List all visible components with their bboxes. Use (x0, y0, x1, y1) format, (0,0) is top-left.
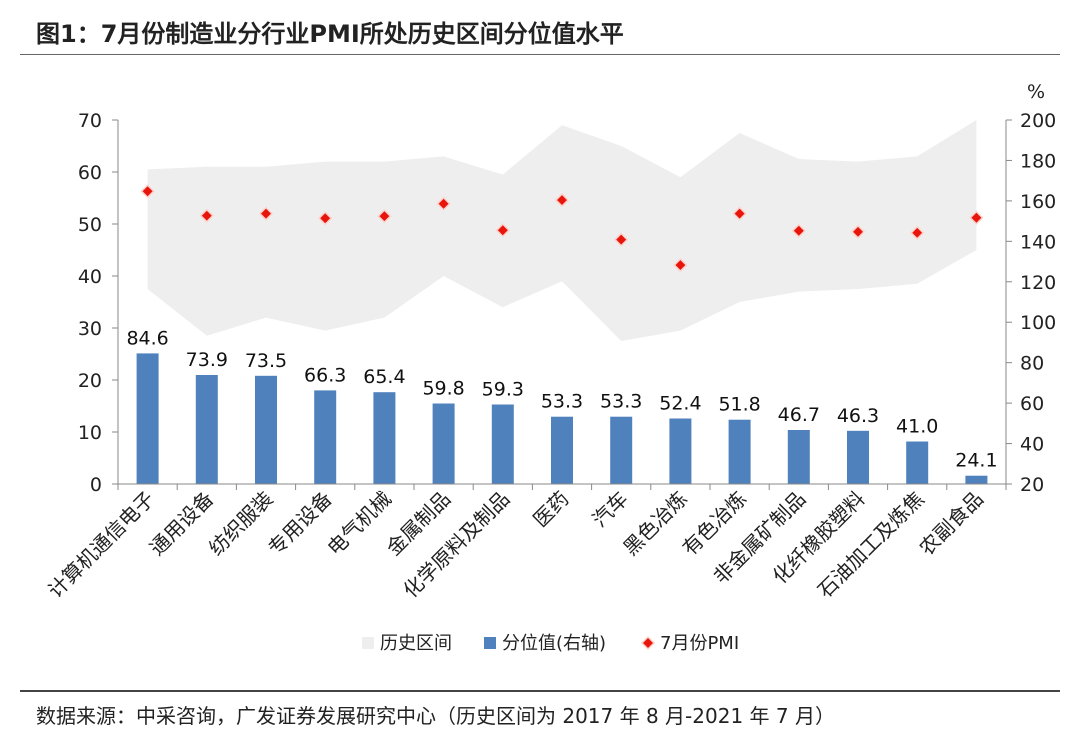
pmi-marker (910, 225, 925, 240)
percentile-bar (255, 375, 277, 484)
pmi-marker (791, 223, 806, 238)
bar-value-label: 24.1 (955, 450, 997, 472)
percentile-bar (373, 392, 396, 484)
pmi-percentile-chart: 0 10 20 30 40 50 60 70 20 40 60 80 100 120 140 160 180 20… (43, 81, 1056, 654)
percentile-bar (847, 430, 869, 484)
category-label: 专用设备 (263, 487, 337, 561)
legend-swatch-pmi (640, 635, 656, 651)
percentile-bar (787, 430, 810, 484)
history-range-layer (147, 120, 977, 341)
bar-value-label: 52.4 (659, 393, 701, 415)
pmi-marker (495, 223, 510, 238)
percentile-bar (432, 403, 455, 484)
percentile-bar (136, 353, 159, 484)
category-label: 医药 (528, 487, 573, 532)
pmi-marker (673, 258, 688, 273)
left-tick-label: 50 (78, 214, 102, 236)
bar-value-label: 84.6 (126, 327, 168, 349)
category-label: 汽车 (587, 487, 632, 532)
bar-value-label: 46.3 (837, 405, 879, 427)
right-tick-label: 40 (1020, 434, 1044, 456)
chart-title: 图1：7月份制造业分行业PMI所处历史区间分位值水平 (36, 20, 624, 48)
right-axis-unit: % (1027, 81, 1045, 103)
title-divider (20, 54, 1060, 55)
right-tick-label: 180 (1020, 150, 1056, 172)
legend-label-bar: 分位值(右轴) (502, 633, 606, 654)
percentile-bar-layer (136, 353, 988, 484)
category-label: 黑色冶炼 (618, 487, 692, 561)
right-tick-label: 100 (1020, 312, 1056, 334)
bar-value-label: 59.3 (482, 379, 524, 401)
pmi-marker (732, 206, 747, 221)
data-label-layer: 84.6 73.9 73.5 66.3 65.4 59.8 59.3 53.3 53.3 52.4… (126, 327, 997, 471)
left-tick-label: 40 (78, 266, 102, 288)
category-label: 化学原料及制品 (398, 487, 514, 603)
category-label: 计算机通信电子 (43, 487, 159, 603)
percentile-bar (195, 375, 218, 484)
left-tick-label: 60 (78, 162, 102, 184)
legend-swatch-range (362, 637, 374, 649)
percentile-bar (551, 416, 573, 484)
bar-value-label: 51.8 (718, 394, 760, 416)
pmi-marker (258, 206, 274, 221)
pmi-marker (377, 209, 392, 224)
category-label: 农副食品 (914, 487, 988, 561)
category-label: 纺织服装 (204, 487, 278, 561)
legend-label-range: 历史区间 (380, 633, 452, 654)
bar-value-label: 53.3 (541, 391, 583, 413)
pmi-marker (969, 210, 984, 225)
percentile-bar (491, 404, 514, 484)
bar-value-label: 46.7 (778, 404, 820, 426)
category-label: 石油加工及炼焦 (813, 487, 929, 603)
bar-value-label: 59.8 (422, 378, 464, 400)
pmi-marker (436, 196, 451, 211)
bar-value-label: 73.9 (186, 349, 228, 371)
pmi-marker (199, 208, 214, 223)
pmi-marker (554, 193, 570, 208)
right-tick-label: 80 (1020, 353, 1044, 375)
percentile-bar (906, 441, 929, 484)
bar-value-label: 73.5 (245, 350, 287, 372)
bar-value-label: 65.4 (363, 366, 405, 388)
bar-value-label: 53.3 (600, 391, 642, 413)
percentile-bar (728, 419, 751, 484)
legend-label-pmi: 7月份PMI (660, 633, 739, 654)
left-tick-label: 70 (78, 110, 102, 132)
legend-swatch-bar (484, 637, 496, 649)
left-tick-label: 20 (78, 370, 102, 392)
source-note: 数据来源：中采咨询，广发证券发展研究中心（历史区间为 2017 年 8 月-20… (36, 704, 835, 728)
left-tick-label: 30 (78, 318, 102, 340)
left-tick-label: 10 (78, 422, 102, 444)
right-tick-label: 140 (1020, 231, 1056, 253)
pmi-marker-layer (140, 184, 984, 273)
right-tick-label: 120 (1020, 272, 1056, 294)
category-label: 电气机械 (322, 487, 396, 561)
right-tick-label: 60 (1020, 393, 1044, 415)
footer-divider (20, 690, 1060, 692)
legend: 历史区间 分位值(右轴) 7月份PMI (362, 633, 739, 654)
left-tick-label: 0 (90, 474, 102, 496)
pmi-marker (318, 211, 333, 226)
pmi-marker (614, 232, 629, 247)
axes-layer: 0 10 20 30 40 50 60 70 20 40 60 80 100 120 140 160 180 20… (78, 81, 1056, 496)
right-tick-label: 200 (1020, 110, 1056, 132)
right-tick-label: 160 (1020, 191, 1056, 213)
category-label: 通用设备 (145, 487, 219, 561)
history-range-area (147, 120, 977, 341)
right-tick-label: 20 (1020, 474, 1044, 496)
pmi-marker (850, 224, 866, 239)
pmi-marker (140, 184, 155, 199)
percentile-bar (610, 416, 633, 484)
bar-value-label: 66.3 (304, 364, 346, 386)
percentile-bar (314, 390, 337, 484)
percentile-bar (965, 475, 988, 484)
bar-value-label: 41.0 (896, 416, 938, 438)
percentile-bar (669, 418, 692, 484)
